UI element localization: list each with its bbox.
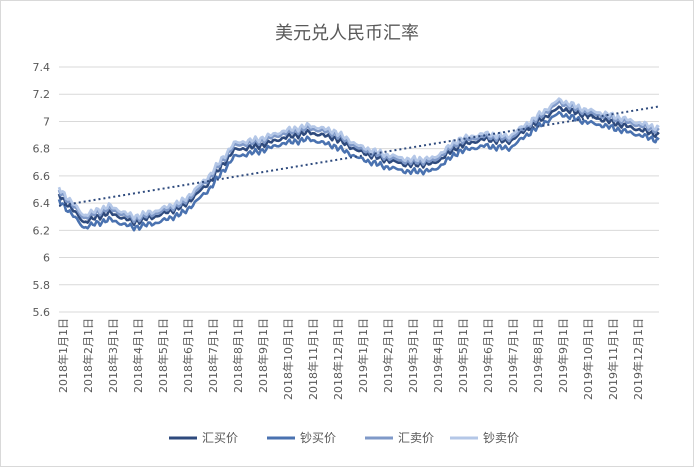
series-line xyxy=(57,97,660,221)
x-tick-label: 2018年11月1日 xyxy=(306,318,320,400)
y-tick-label: 6.6 xyxy=(33,170,51,183)
x-tick-label: 2018年5月1日 xyxy=(156,318,170,393)
x-tick-label: 2019年7月1日 xyxy=(506,318,520,393)
trendline xyxy=(58,105,660,207)
gridlines xyxy=(59,66,659,313)
x-tick-label: 2018年1月1日 xyxy=(56,318,70,393)
x-tick-label: 2018年7月1日 xyxy=(206,318,220,393)
x-tick-label: 2019年2月1日 xyxy=(381,318,395,393)
y-tick-label: 7 xyxy=(43,115,50,128)
x-tick-label: 2019年5月1日 xyxy=(456,318,470,393)
legend-label: 汇买价 xyxy=(202,431,238,445)
legend: 汇买价 钞买价 汇卖价 钞卖价 xyxy=(169,430,519,445)
series-line xyxy=(57,100,660,224)
trendline-group xyxy=(58,105,660,207)
x-tick-label: 2018年3月1日 xyxy=(106,318,120,393)
x-tick-label: 2019年9月1日 xyxy=(556,318,570,393)
x-tick-label: 2018年10月1日 xyxy=(281,318,295,400)
y-tick-label: 7.4 xyxy=(33,61,51,74)
legend-label: 钞买价 xyxy=(300,430,336,445)
x-tick-label: 2019年1月1日 xyxy=(356,318,370,393)
y-tick-label: 7.2 xyxy=(33,88,51,101)
y-tick-label: 6.8 xyxy=(33,143,51,156)
y-tick-label: 6.4 xyxy=(33,197,51,210)
y-tick-label: 6.2 xyxy=(33,224,51,237)
x-tick-label: 2019年4月1日 xyxy=(431,318,445,393)
y-tick-label: 6 xyxy=(43,252,50,265)
y-axis-ticks: 5.6 5.8 6 6.2 6.4 6.6 6.8 7 7.2 7.4 xyxy=(33,61,51,319)
x-tick-label: 2019年3月1日 xyxy=(406,318,420,393)
x-tick-label: 2018年2月1日 xyxy=(81,318,95,393)
x-tick-label: 2018年8月1日 xyxy=(231,318,245,393)
series-lines xyxy=(57,97,660,232)
y-tick-label: 5.8 xyxy=(33,279,51,292)
x-tick-label: 2018年9月1日 xyxy=(256,318,270,393)
legend-label: 钞卖价 xyxy=(483,430,519,445)
chart-title: 美元兑人民币汇率 xyxy=(275,23,419,44)
series-line xyxy=(57,105,660,227)
x-tick-label: 2018年4月1日 xyxy=(131,318,145,393)
x-tick-label: 2018年12月1日 xyxy=(331,318,345,400)
y-tick-label: 5.6 xyxy=(33,306,51,319)
x-tick-label: 2019年11月1日 xyxy=(606,318,620,400)
x-axis: 2018年1月1日 2018年2月1日 2018年3月1日 2018年4月1日 2018… xyxy=(56,318,645,400)
x-tick-label: 2019年6月1日 xyxy=(481,318,495,393)
x-tick-label: 2019年12月1日 xyxy=(631,318,645,400)
x-tick-label: 2019年10月1日 xyxy=(581,318,595,400)
x-tick-label: 2019年8月1日 xyxy=(531,318,545,393)
legend-label: 汇卖价 xyxy=(398,431,434,445)
x-tick-label: 2018年6月1日 xyxy=(181,318,195,393)
series-line xyxy=(57,110,660,232)
